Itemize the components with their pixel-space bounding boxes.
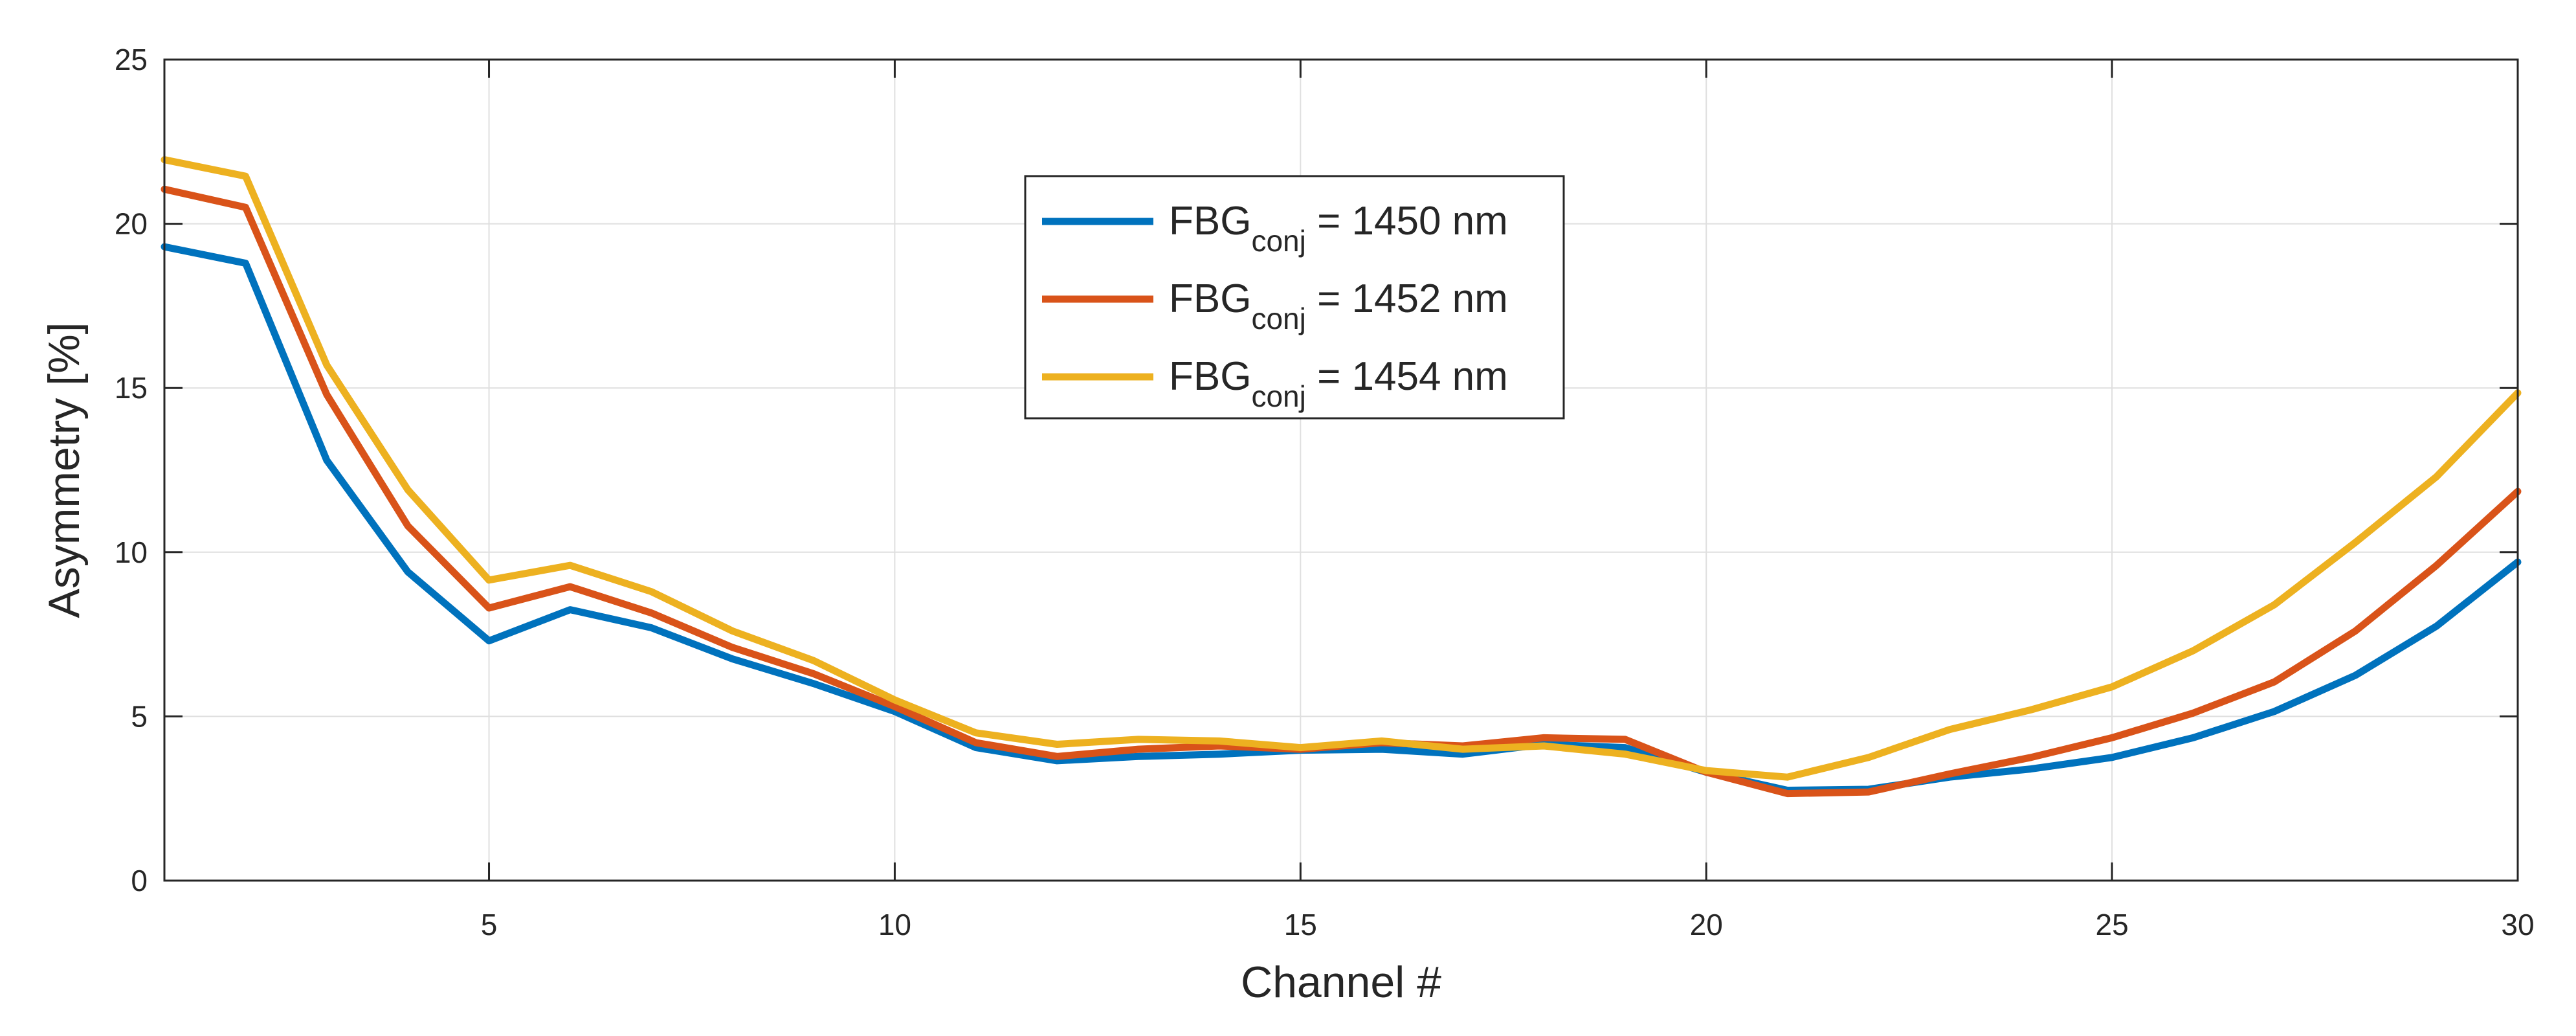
legend: FBGconj = 1450 nm FBGconj = 1452 nm FBGcon… [1024,175,1565,420]
x-tick-label: 20 [1690,908,1723,941]
legend-label-3: FBGconj = 1454 nm [1169,354,1508,413]
y-axis-label: Asymmetry [%] [39,322,89,618]
y-tick-label: 15 [115,371,148,405]
x-tick-label: 5 [481,908,498,941]
legend-label-1: FBGconj = 1450 nm [1169,199,1508,258]
y-tick-label: 10 [115,535,148,569]
y-tick-label: 5 [131,699,148,733]
x-axis-label: Channel # [1241,958,1441,1007]
series-line-3 [161,156,2522,781]
series-line-1 [161,243,2522,794]
x-tick-label: 25 [2096,908,2129,941]
legend-label-2: FBGconj = 1452 nm [1169,276,1508,335]
plot-frame [163,58,2519,882]
tick-labels: 5 10 15 20 25 30 0 5 10 15 20 25 [115,43,2535,941]
x-tick-label: 30 [2501,908,2534,941]
y-tick-label: 0 [131,864,148,897]
series-layer [161,156,2522,798]
x-tick-label: 15 [1284,908,1317,941]
axis-ticks [164,58,2519,882]
y-tick-label: 20 [115,207,148,241]
legend-items: FBGconj = 1450 nm FBGconj = 1452 nm FBGcon… [1042,199,1508,413]
x-tick-label: 10 [878,908,911,941]
y-tick-label: 25 [115,43,148,76]
